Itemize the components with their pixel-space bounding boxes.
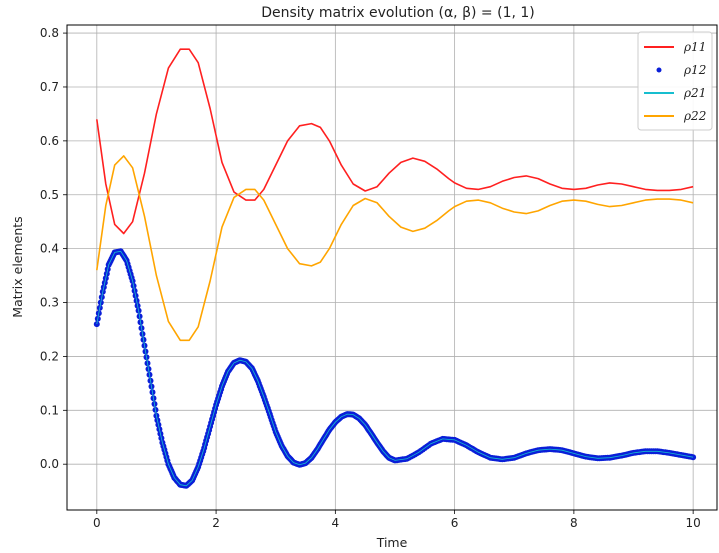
legend-box (637, 31, 713, 131)
x-tick-label: 4 (332, 516, 340, 530)
plot-area (67, 25, 717, 510)
x-tick-label: 10 (686, 516, 701, 530)
x-tick-label: 8 (570, 516, 578, 530)
y-tick-label: 0.1 (40, 403, 59, 417)
plot-frame (66, 24, 718, 511)
legend-label-0: ρ11 (683, 40, 706, 54)
series-overlay-line (96, 250, 694, 487)
series-layer (93, 48, 697, 489)
y-tick-label: 0.7 (40, 80, 59, 94)
chart-title: Density matrix evolution (α, β) = (1, 1) (261, 5, 535, 21)
legend-label-3: ρ22 (683, 109, 706, 123)
ticks: 0 2 4 6 8 10 0.0 0.1 0.2 0.3 0.4 0.5 0.6 0.7 0.8 (40, 26, 701, 530)
y-tick-label: 0.4 (40, 242, 59, 256)
x-tick-label: 2 (212, 516, 220, 530)
y-tick-label: 0.8 (40, 26, 59, 40)
x-axis-label: Time (376, 535, 408, 550)
legend-label-1: ρ12 (683, 63, 706, 77)
y-tick-label: 0.2 (40, 349, 59, 363)
x-tick-label: 0 (93, 516, 101, 530)
legend-label-2: ρ21 (683, 86, 706, 100)
legend: ρ11 ρ12 ρ21 ρ22 (637, 31, 713, 131)
legend-swatch-1 (656, 67, 662, 73)
series-line-0 (96, 48, 694, 235)
x-tick-label: 6 (451, 516, 459, 530)
y-tick-label: 0.0 (40, 457, 59, 471)
y-tick-label: 0.3 (40, 296, 59, 310)
series-line-3 (96, 155, 694, 342)
y-tick-label: 0.6 (40, 134, 59, 148)
y-tick-label: 0.5 (40, 188, 59, 202)
y-axis-label: Matrix elements (10, 216, 25, 317)
